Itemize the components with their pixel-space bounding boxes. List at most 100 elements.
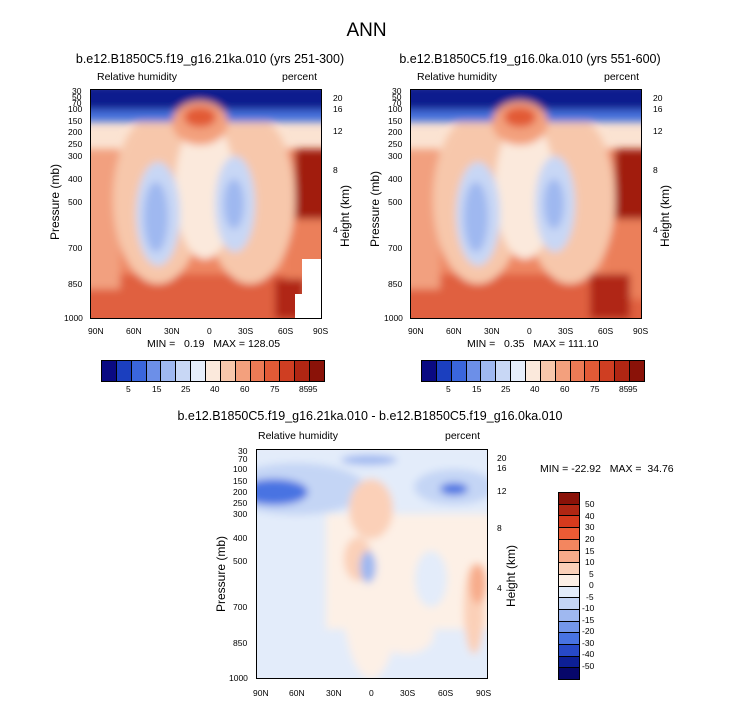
tick-label: 30N [484,326,500,336]
panel-2-units-label: percent [604,71,640,83]
colorbar-label: -40 [582,649,595,659]
colorbar-swatch [559,563,579,575]
panel-3-variable-label: Relative humidity [258,430,338,442]
tick-label: 8 [653,165,658,175]
panel-3-colorbar [558,492,580,680]
tick-label: 150 [68,116,83,126]
tick-label: 500 [68,197,83,207]
tick-label: 100 [388,104,403,114]
tick-label: 850 [388,279,403,289]
colorbar-swatch [559,656,579,669]
tick-label: 400 [388,174,403,184]
tick-label: 30S [400,688,416,698]
tick-label: 850 [68,279,83,289]
colorbar-swatch [615,361,631,381]
tick-label: 60N [126,326,142,336]
tick-label: 50 [72,92,82,102]
panel-2-colorbar [421,360,645,382]
tick-label: 0 [527,326,532,336]
colorbar-swatch [600,361,616,381]
tick-label: 4 [497,583,502,593]
tick-label: 700 [388,243,403,253]
colorbar-label: 10 [585,557,595,567]
tick-label: 90S [476,688,492,698]
colorbar-label: 50 [585,499,595,509]
tick-label: 850 [233,638,248,648]
tick-label: 90N [408,326,424,336]
tick-label: 30 [392,86,402,96]
tick-label: 8 [497,523,502,533]
panel-1-plot [90,89,322,319]
tick-label: 150 [233,476,248,486]
colorbar-swatch [559,528,579,540]
colorbar-label: 85 [619,384,629,394]
colorbar-label: 75 [270,384,280,394]
tick-label: 0 [369,688,374,698]
tick-label: 250 [233,498,248,508]
colorbar-swatch [511,361,527,381]
colorbar-label: 5 [446,384,451,394]
colorbar-label: -30 [582,638,595,648]
tick-label: 30S [238,326,254,336]
colorbar-swatch [559,574,579,587]
tick-label: 4 [653,225,658,235]
panel-1-ylabel-right: Height (km) [338,184,352,247]
colorbar-label: 60 [560,384,570,394]
tick-label: 250 [68,139,83,149]
colorbar-swatch [559,644,579,657]
panel-2-stats: MIN = 0.35 MAX = 111.10 [467,338,599,350]
colorbar-swatch [220,361,236,381]
colorbar-swatch [559,598,579,610]
tick-label: 60N [446,326,462,336]
colorbar-swatch [496,361,512,381]
tick-label: 90N [88,326,104,336]
colorbar-swatch [559,504,579,517]
colorbar-swatch [540,361,556,381]
tick-label: 8 [333,165,338,175]
tick-label: 1000 [384,313,403,323]
colorbar-swatch [161,361,177,381]
colorbar-label: 60 [240,384,250,394]
colorbar-label: 5 [126,384,131,394]
colorbar-swatch [559,539,579,552]
page-title: ANN [346,20,387,41]
colorbar-label: -50 [582,661,595,671]
colorbar-label: 95 [308,384,318,394]
colorbar-swatch [250,361,266,381]
panel-3-ylabel: Pressure (mb) [214,535,228,612]
tick-label: 30 [72,86,82,96]
tick-label: 200 [388,127,403,137]
panel-1-units-label: percent [282,71,318,83]
panel-1-colorbar [101,360,325,382]
colorbar-swatch [131,361,147,381]
tick-label: 150 [388,116,403,126]
tick-label: 250 [388,139,403,149]
colorbar-label: 30 [585,522,595,532]
panel-2-ylabel-right: Height (km) [658,184,672,247]
panel-1-stats: MIN = 0.19 MAX = 128.05 [147,338,281,350]
tick-label: 300 [68,151,83,161]
tick-label: 70 [392,98,402,108]
tick-label: 1000 [64,313,83,323]
colorbar-swatch [422,361,437,381]
colorbar-swatch [265,361,281,381]
colorbar-label: 85 [299,384,309,394]
panel-3-units-label: percent [445,430,481,442]
colorbar-swatch [451,361,467,381]
tick-label: 700 [233,602,248,612]
tick-label: 90N [253,688,269,698]
colorbar-swatch [235,361,251,381]
colorbar-swatch [559,609,579,622]
tick-label: 30N [326,688,342,698]
colorbar-swatch [559,621,579,634]
tick-label: 70 [72,98,82,108]
colorbar-label: -15 [582,615,595,625]
colorbar-swatch [146,361,162,381]
colorbar-swatch [559,586,579,599]
colorbar-label: 40 [210,384,220,394]
colorbar-label: 95 [628,384,638,394]
colorbar-label: 40 [585,511,595,521]
panel-2-plot [410,89,642,319]
tick-label: 70 [238,454,248,464]
panel-3-stats: MIN = -22.92 MAX = 34.76 [540,463,674,475]
